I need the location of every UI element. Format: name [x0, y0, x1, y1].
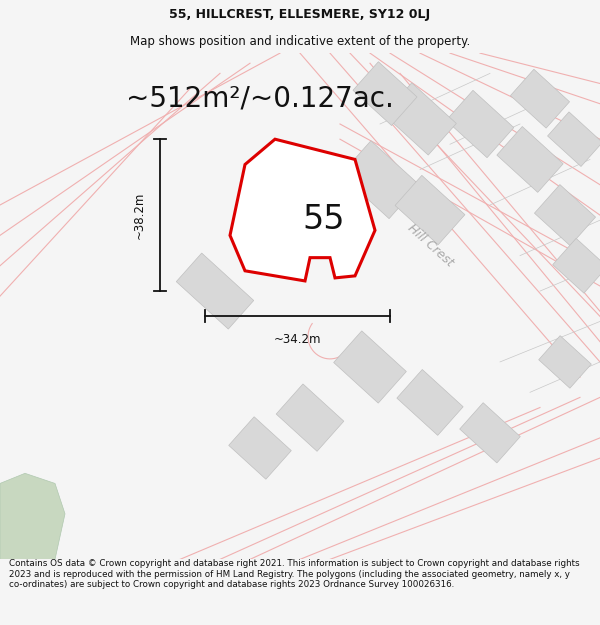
Polygon shape	[460, 402, 520, 463]
Polygon shape	[276, 181, 344, 249]
Text: ~34.2m: ~34.2m	[274, 332, 321, 346]
Polygon shape	[511, 69, 569, 128]
Polygon shape	[276, 384, 344, 451]
Polygon shape	[446, 91, 514, 158]
Polygon shape	[383, 82, 457, 155]
Text: 55: 55	[302, 203, 345, 236]
Text: ~512m²/~0.127ac.: ~512m²/~0.127ac.	[126, 84, 394, 112]
Polygon shape	[0, 473, 65, 559]
Polygon shape	[397, 369, 463, 436]
Polygon shape	[395, 176, 465, 245]
Polygon shape	[535, 184, 596, 246]
Polygon shape	[341, 141, 419, 219]
Text: 55, HILLCREST, ELLESMERE, SY12 0LJ: 55, HILLCREST, ELLESMERE, SY12 0LJ	[169, 8, 431, 21]
Polygon shape	[497, 126, 563, 192]
Polygon shape	[353, 62, 417, 126]
Polygon shape	[548, 112, 600, 166]
Polygon shape	[553, 238, 600, 293]
Text: ~38.2m: ~38.2m	[133, 191, 146, 239]
Polygon shape	[229, 417, 291, 479]
Text: Hill Crest: Hill Crest	[404, 222, 455, 269]
Polygon shape	[334, 331, 406, 403]
Polygon shape	[176, 253, 254, 329]
Polygon shape	[539, 336, 592, 388]
Polygon shape	[230, 139, 375, 281]
Text: Map shows position and indicative extent of the property.: Map shows position and indicative extent…	[130, 35, 470, 48]
Text: Contains OS data © Crown copyright and database right 2021. This information is : Contains OS data © Crown copyright and d…	[9, 559, 580, 589]
